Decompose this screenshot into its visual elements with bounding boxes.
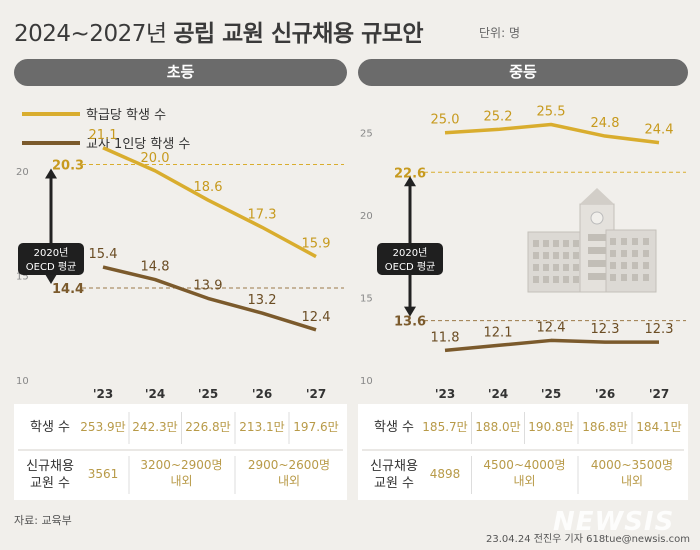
hiring-cell: 내외 <box>278 474 300 488</box>
students-cell: 253.9만 <box>80 420 125 434</box>
students-cell: 188.0만 <box>475 420 520 434</box>
data-label: 25.5 <box>537 104 566 119</box>
students-cell: 186.8만 <box>582 420 627 434</box>
data-table-bg <box>358 404 688 500</box>
watermark-logo: NEWSIS <box>553 507 675 537</box>
data-label: 12.4 <box>537 320 566 335</box>
row-label-students: 학생 수 <box>30 420 70 435</box>
title-main: 공립 교원 신규채용 규모안 <box>173 21 424 47</box>
x-tick-label: '26 <box>252 387 272 401</box>
arrow-up-icon <box>404 176 416 187</box>
data-label: 12.4 <box>302 310 331 325</box>
hiring-cell: 내외 <box>621 474 643 488</box>
x-tick-label: '24 <box>488 387 508 401</box>
y-tick-label: 20 <box>360 211 373 222</box>
students-cell: 184.1만 <box>636 420 681 434</box>
data-label: 18.6 <box>194 180 223 195</box>
panel-header-elementary: 초등 <box>14 59 347 86</box>
x-tick-label: '26 <box>595 387 615 401</box>
oecd-reference-label: 13.6 <box>394 315 426 330</box>
oecd-tag-year: 2020년 <box>34 247 69 259</box>
data-label: 12.3 <box>591 322 620 337</box>
unit-label: 단위: 명 <box>479 26 520 40</box>
arrow-up-icon <box>45 168 57 179</box>
x-tick-label: '25 <box>198 387 218 401</box>
series-line-students-per-teacher <box>444 338 659 353</box>
data-label: 11.8 <box>431 330 460 345</box>
data-label: 12.1 <box>484 325 513 340</box>
page-title: 2024~2027년 공립 교원 신규채용 규모안 <box>14 14 424 48</box>
oecd-tag-year: 2020년 <box>393 247 428 259</box>
data-label: 24.8 <box>591 116 620 131</box>
row-label-hiring: 신규채용 <box>370 459 418 474</box>
data-label: 25.2 <box>484 109 513 124</box>
x-tick-label: '25 <box>541 387 561 401</box>
data-label: 15.4 <box>89 247 118 262</box>
data-label: 14.8 <box>141 260 170 275</box>
y-tick-label: 15 <box>360 294 373 305</box>
hiring-cell: 4898 <box>430 467 461 481</box>
students-cell: 242.3만 <box>132 420 177 434</box>
legend-label-students-per-class: 학급당 학생 수 <box>86 108 166 123</box>
data-label: 21.1 <box>89 128 118 143</box>
oecd-tag-label: OECD 평균 <box>26 261 76 273</box>
source-note: 자료: 교육부 <box>14 514 72 527</box>
oecd-reference-label: 14.4 <box>52 282 84 297</box>
hiring-cell: 내외 <box>513 474 535 488</box>
hiring-cell: 4500~4000명 <box>483 458 565 472</box>
credit-note: 23.04.24 전진우 기자 618tue@newsis.com <box>486 534 690 545</box>
hiring-cell: 3200~2900명 <box>140 458 222 472</box>
hiring-cell: 4000~3500명 <box>591 458 673 472</box>
row-label-hiring: 신규채용 <box>26 459 74 474</box>
data-label: 20.0 <box>141 151 170 166</box>
students-cell: 226.8만 <box>185 420 230 434</box>
oecd-reference-label: 22.6 <box>394 166 426 181</box>
hiring-cell: 내외 <box>170 474 192 488</box>
oecd-tag-label: OECD 평균 <box>385 261 435 273</box>
data-label: 12.3 <box>645 322 674 337</box>
x-tick-label: '24 <box>145 387 165 401</box>
y-tick-label: 25 <box>360 129 373 140</box>
row-label-hiring: 교원 수 <box>374 476 414 491</box>
panel-header-secondary: 중등 <box>358 59 688 86</box>
x-tick-label: '23 <box>93 387 113 401</box>
series-line-students-per-class <box>444 122 660 145</box>
x-tick-label: '27 <box>649 387 669 401</box>
students-cell: 190.8만 <box>528 420 573 434</box>
students-cell: 185.7만 <box>422 420 467 434</box>
row-label-hiring: 교원 수 <box>30 476 70 491</box>
y-tick-label: 15 <box>16 271 29 282</box>
hiring-cell: 3561 <box>88 467 119 481</box>
y-tick-label: 20 <box>16 167 29 178</box>
data-label: 24.4 <box>645 123 674 138</box>
x-tick-label: '23 <box>435 387 455 401</box>
data-label: 15.9 <box>302 237 331 252</box>
data-label: 17.3 <box>248 207 277 222</box>
series-line-students-per-teacher <box>102 265 317 332</box>
series-line-students-per-class <box>102 146 317 259</box>
data-table-bg <box>14 404 347 500</box>
title-years: 2024~2027년 <box>14 21 167 47</box>
arrow-down-icon <box>45 273 57 284</box>
students-cell: 197.6만 <box>293 420 338 434</box>
y-tick-label: 10 <box>360 376 373 387</box>
oecd-tag-box <box>377 243 443 275</box>
data-label: 25.0 <box>431 113 460 128</box>
legend-label-students-per-teacher: 교사 1인당 학생 수 <box>86 137 190 152</box>
arrow-down-icon <box>404 306 416 317</box>
oecd-tag-box <box>18 243 84 275</box>
hiring-cell: 2900~2600명 <box>248 458 330 472</box>
row-label-students: 학생 수 <box>374 420 414 435</box>
students-cell: 213.1만 <box>239 420 284 434</box>
x-tick-label: '27 <box>306 387 326 401</box>
oecd-reference-label: 20.3 <box>52 158 84 173</box>
school-building-illustration <box>527 188 657 293</box>
y-tick-label: 10 <box>16 376 29 387</box>
data-label: 13.2 <box>248 293 277 308</box>
data-label: 13.9 <box>194 278 223 293</box>
